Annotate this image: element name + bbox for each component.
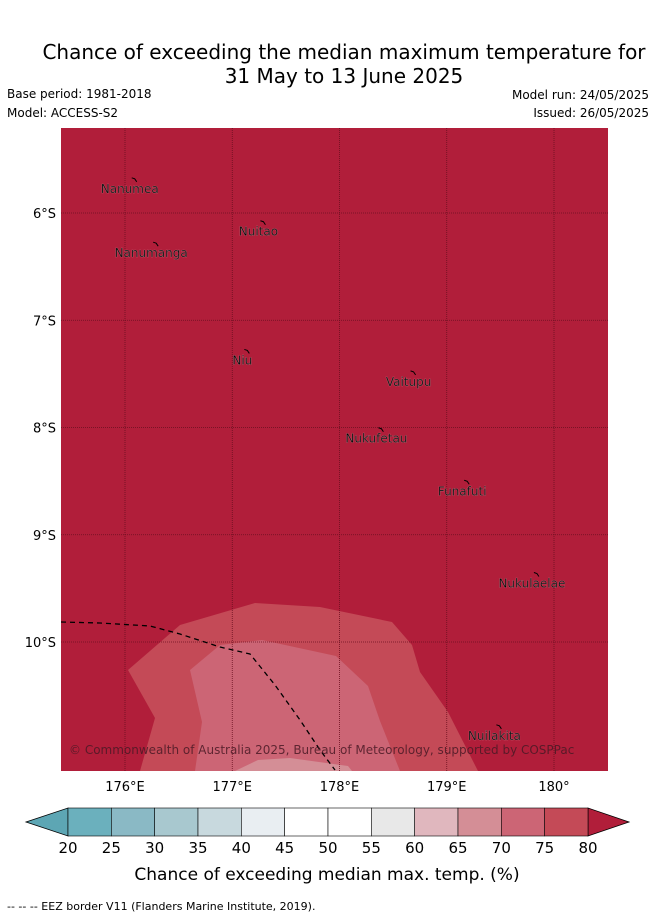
colorbar-tick-label: 65 xyxy=(448,839,467,857)
model-text: Model: ACCESS-S2 xyxy=(7,106,119,120)
colorbar-tick-label: 50 xyxy=(318,839,337,857)
contour-65-70 xyxy=(235,758,352,771)
colorbar-segment xyxy=(457,807,502,837)
island-label: Nukufetau xyxy=(345,432,407,446)
island-label: Vaitupu xyxy=(386,375,432,389)
island-label: Nuilakita xyxy=(468,729,521,743)
colorbar-under-arrow xyxy=(24,807,69,837)
colorbar-tick-label: 45 xyxy=(275,839,294,857)
colorbar-label: Chance of exceeding median max. temp. (%… xyxy=(134,865,519,885)
axis-labels: 6°S 7°S 8°S 9°S 10°S 176°E 177°E 178°E 179°E 180° xyxy=(25,207,570,795)
lon-tick-label: 180° xyxy=(538,780,569,795)
lon-tick-label: 179°E xyxy=(427,780,467,795)
colorbar-segment xyxy=(111,807,155,837)
colorbar-tick-label: 30 xyxy=(145,839,164,857)
lat-tick-label: 6°S xyxy=(33,207,56,222)
lat-tick-label: 10°S xyxy=(25,636,56,651)
colorbar-segment xyxy=(67,807,112,837)
lat-tick-label: 8°S xyxy=(33,422,56,437)
island-shape xyxy=(378,427,384,432)
island-shape xyxy=(496,724,502,730)
title-line-1: Chance of exceeding the median maximum t… xyxy=(42,40,646,64)
colorbar-segment xyxy=(414,807,459,837)
island-label: Nanumea xyxy=(101,182,159,196)
island-shape xyxy=(410,370,416,376)
lon-tick-label: 176°E xyxy=(105,780,145,795)
colorbar-tick-label: 60 xyxy=(405,839,424,857)
colorbar-segment xyxy=(544,807,589,837)
islands-layer: Nanumea Nuitao Nanumanga Niu Vaitupu Nukufeta… xyxy=(100,177,566,743)
title-line-2: 31 May to 13 June 2025 xyxy=(224,64,464,88)
colorbar-tick-label: 70 xyxy=(492,839,511,857)
eez-legend-text: -- -- -- EEZ border V11 (Flanders Marine… xyxy=(7,900,316,913)
colorbar-segment xyxy=(154,807,199,837)
lon-tick-label: 177°E xyxy=(212,780,252,795)
base-period-text: Base period: 1981-2018 xyxy=(7,87,152,101)
lat-tick-label: 7°S xyxy=(33,314,56,329)
colorbar-segment xyxy=(284,807,329,837)
island-label: Nuitao xyxy=(239,225,278,239)
model-run-text: Model run: 24/05/2025 xyxy=(511,88,649,102)
lon-tick-label: 178°E xyxy=(320,780,360,795)
island-shape xyxy=(464,479,470,485)
colorbar-tick-label: 80 xyxy=(578,839,597,857)
map-title: Chance of exceeding the median maximum t… xyxy=(0,40,655,88)
colorbar-tick-label: 20 xyxy=(58,839,77,857)
colorbar-tick-label: 35 xyxy=(188,839,207,857)
island-shape xyxy=(131,177,138,183)
island-shape xyxy=(244,348,250,354)
copyright-text: © Commonwealth of Australia 2025, Bureau… xyxy=(69,743,574,757)
colorbar-tick-label: 25 xyxy=(102,839,121,857)
colorbar-segment xyxy=(371,807,415,837)
island-label: Nukulaelae xyxy=(498,577,565,591)
colorbar-segment xyxy=(501,807,545,837)
island-label: Niu xyxy=(232,353,252,367)
colorbar-tick-label: 75 xyxy=(535,839,554,857)
island-shape xyxy=(533,572,540,577)
colorbar: 20 25 30 35 40 45 50 55 60 65 70 75 80 xyxy=(24,807,631,857)
colorbar-tick-label: 55 xyxy=(362,839,381,857)
eez-border xyxy=(61,621,336,771)
colorbar-tick-label: 40 xyxy=(232,839,251,857)
colorbar-segment xyxy=(241,807,285,837)
issued-text: Issued: 26/05/2025 xyxy=(533,106,649,120)
contour-70-75 xyxy=(190,640,400,771)
colorbar-segment xyxy=(197,807,242,837)
lat-tick-label: 9°S xyxy=(33,529,56,544)
island-shape xyxy=(153,241,159,247)
map-panel: Nanumea Nuitao Nanumanga Niu Vaitupu Nukufeta… xyxy=(61,128,608,771)
colorbar-over-arrow xyxy=(587,807,631,837)
island-shape xyxy=(260,220,266,226)
colorbar-segment xyxy=(327,807,372,837)
island-label: Nanumanga xyxy=(115,246,188,260)
island-label: Funafuti xyxy=(438,484,487,498)
